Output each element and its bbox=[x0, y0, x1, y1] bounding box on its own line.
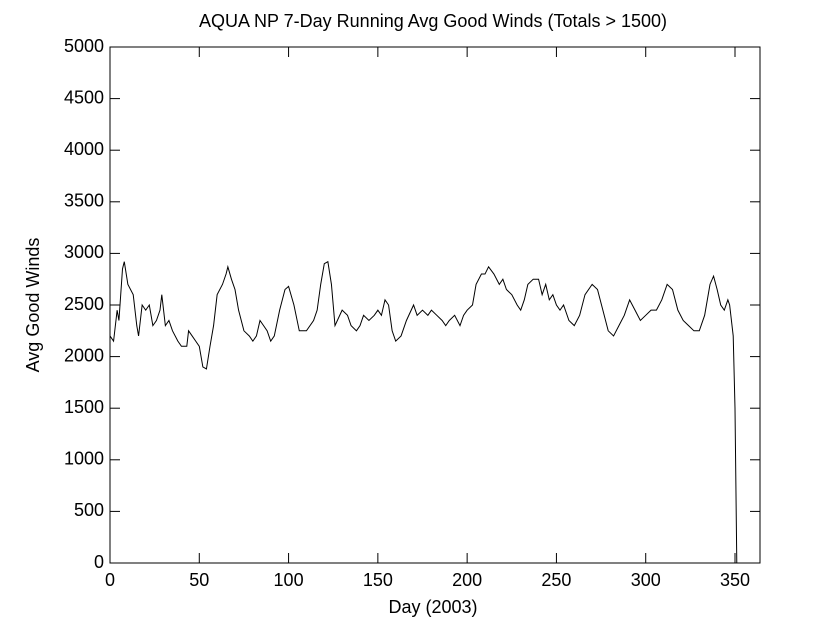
x-tick-label: 100 bbox=[274, 570, 304, 590]
y-tick-label: 1500 bbox=[64, 397, 104, 417]
y-tick-label: 3500 bbox=[64, 191, 104, 211]
y-tick-label: 4500 bbox=[64, 87, 104, 107]
x-axis-label: Day (2003) bbox=[388, 597, 477, 617]
x-tick-label: 200 bbox=[452, 570, 482, 590]
y-tick-label: 2000 bbox=[64, 345, 104, 365]
data-line bbox=[109, 260, 738, 564]
y-tick-label: 2500 bbox=[64, 294, 104, 314]
x-tick-label: 150 bbox=[363, 570, 393, 590]
y-tick-label: 0 bbox=[94, 552, 104, 572]
x-tick-label: 0 bbox=[105, 570, 115, 590]
x-tick-label: 50 bbox=[189, 570, 209, 590]
plot-frame bbox=[109, 46, 761, 564]
y-tick-label: 3000 bbox=[64, 242, 104, 262]
x-tick-label: 350 bbox=[720, 570, 750, 590]
y-tick-label: 1000 bbox=[64, 449, 104, 469]
y-tick-label: 4000 bbox=[64, 139, 104, 159]
x-tick-label: 300 bbox=[631, 570, 661, 590]
y-tick-label: 5000 bbox=[64, 36, 104, 56]
y-tick-label: 500 bbox=[74, 500, 104, 520]
x-tick-label: 250 bbox=[541, 570, 571, 590]
y-axis-label: Avg Good Winds bbox=[23, 238, 43, 373]
chart-title: AQUA NP 7-Day Running Avg Good Winds (To… bbox=[199, 11, 667, 31]
